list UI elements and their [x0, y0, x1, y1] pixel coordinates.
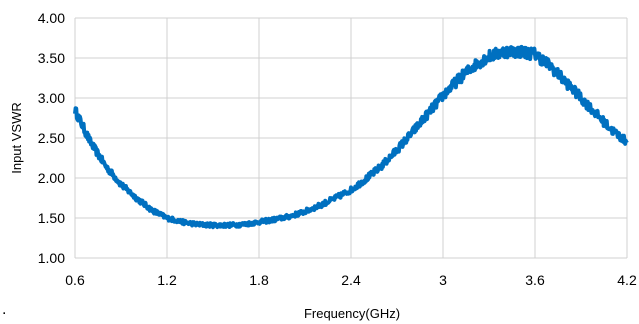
page-mark: . [2, 301, 7, 318]
x-tick-label: 4.2 [617, 272, 637, 288]
y-tick-label: 4.00 [38, 10, 65, 26]
x-tick-label: 0.6 [65, 272, 85, 288]
grid [74, 17, 628, 259]
y-tick-label: 3.50 [38, 50, 65, 66]
y-tick-label: 1.00 [38, 250, 65, 266]
y-tick-label: 2.00 [38, 170, 65, 186]
series-line-0 [73, 44, 629, 230]
x-tick-label: 2.4 [341, 272, 361, 288]
y-tick-labels: 1.00 1.50 2.00 2.50 3.00 3.50 4.00 [38, 10, 65, 266]
x-tick-label: 1.2 [157, 272, 177, 288]
series-layer [73, 44, 629, 230]
x-tick-label: 3 [439, 272, 447, 288]
x-tick-label: 3.6 [525, 272, 545, 288]
y-tick-label: 2.50 [38, 130, 65, 146]
y-axis-label: Input VSWR [9, 102, 24, 174]
x-tick-labels: 0.6 1.2 1.8 2.4 3 3.6 4.2 [65, 272, 637, 288]
y-tick-label: 3.00 [38, 90, 65, 106]
x-axis-label: Frequency(GHz) [304, 306, 400, 321]
y-tick-label: 1.50 [38, 210, 65, 226]
x-tick-label: 1.8 [249, 272, 269, 288]
